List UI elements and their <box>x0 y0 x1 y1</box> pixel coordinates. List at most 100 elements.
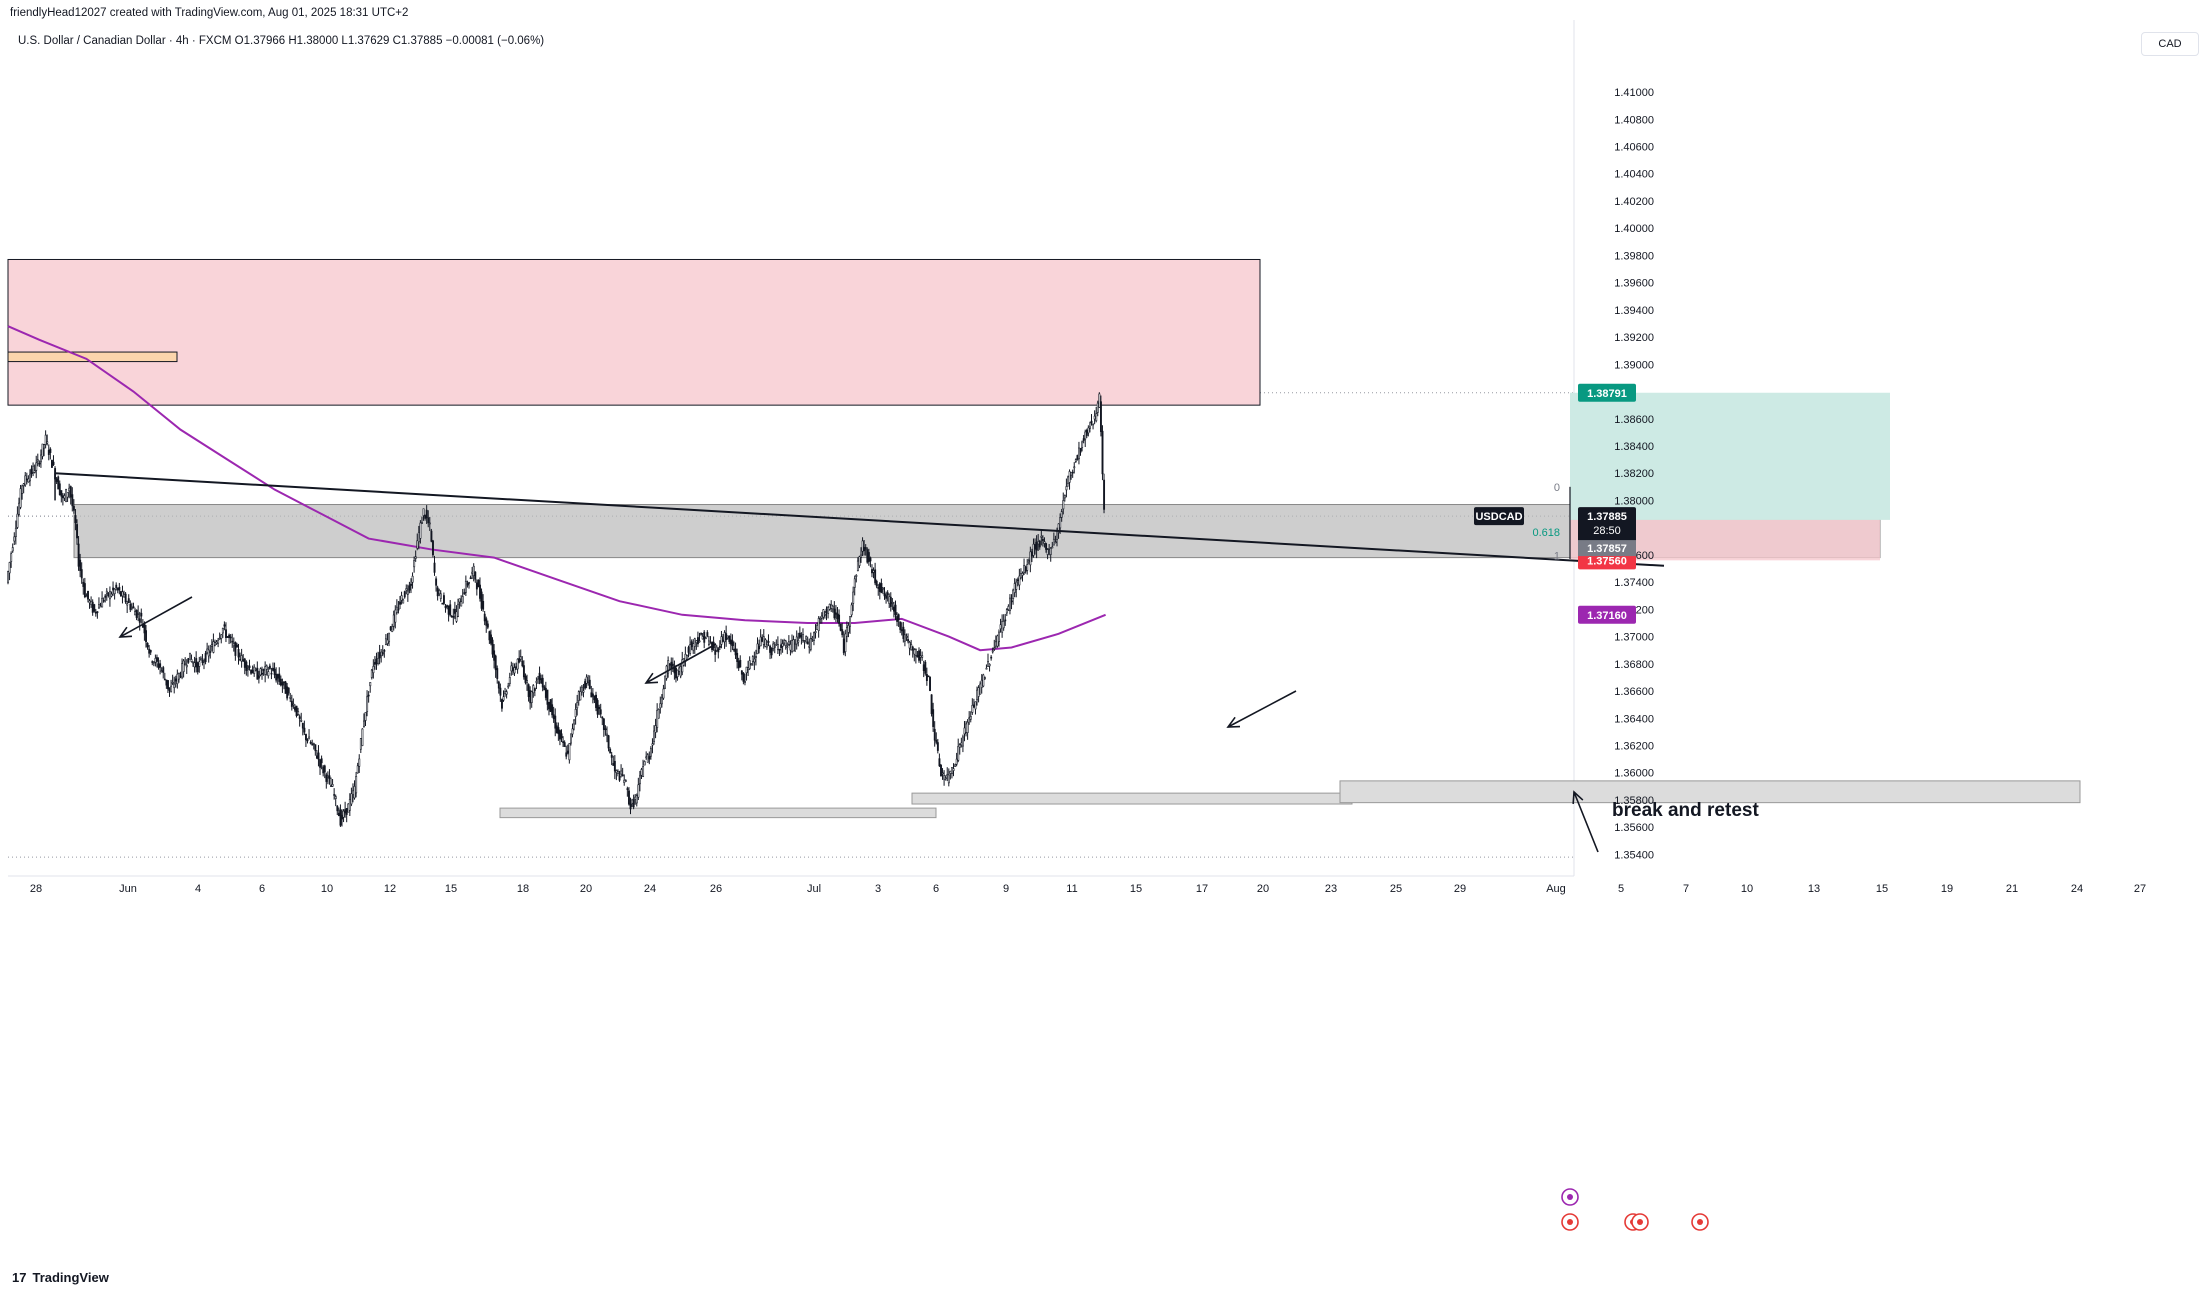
candle-body <box>830 604 833 609</box>
candle-body <box>132 606 135 609</box>
candle-body <box>109 590 111 600</box>
candle-body <box>257 675 260 679</box>
candle-body <box>217 639 220 644</box>
candle-body <box>675 667 677 679</box>
candle-body <box>695 640 698 643</box>
candle-body <box>527 684 530 697</box>
candle-body <box>479 584 481 599</box>
ma-price-label: 1.37160 <box>1587 610 1627 622</box>
tradingview-logo-icon: 17 <box>12 1270 27 1285</box>
candle-body <box>210 644 213 647</box>
candle-body <box>94 611 97 614</box>
candle-body <box>98 604 100 609</box>
currency-button[interactable]: CAD <box>2141 32 2199 56</box>
candle-body <box>899 621 902 630</box>
candle-body <box>1062 500 1065 510</box>
candle-body <box>836 613 839 620</box>
candle-body <box>971 705 974 713</box>
candle-body <box>314 744 317 752</box>
candle-body <box>957 746 960 761</box>
candle-body <box>659 703 662 709</box>
candle-body <box>856 560 859 572</box>
price-tick-label: 1.39000 <box>1614 359 1654 371</box>
candle-body <box>532 685 535 694</box>
candle-body <box>66 492 69 498</box>
candle-body <box>976 689 979 701</box>
candle-body <box>968 717 971 720</box>
candle-body <box>903 634 906 642</box>
candle-body <box>331 784 334 787</box>
candle-body <box>126 603 129 606</box>
candle-body <box>833 608 836 619</box>
candle-body <box>726 635 729 639</box>
candle-body <box>607 735 610 749</box>
candle-body <box>742 672 745 682</box>
candle-body <box>490 634 492 644</box>
candle-body <box>1081 441 1084 448</box>
candle-body <box>747 667 750 670</box>
candle-body <box>1027 560 1030 563</box>
candle-body <box>493 650 496 661</box>
candle-body <box>203 660 205 663</box>
symbol-ohlc-legend[interactable]: U.S. Dollar / Canadian Dollar · 4h · FXC… <box>18 35 545 47</box>
candle-body <box>326 775 329 778</box>
candle-body <box>626 788 629 790</box>
candle-body <box>46 441 49 444</box>
candle-body <box>769 645 772 653</box>
candle-body <box>955 758 958 765</box>
candle-body <box>847 625 850 633</box>
candle-body <box>245 661 248 671</box>
candle-body <box>787 641 790 645</box>
candle-body <box>914 649 917 656</box>
candle-body <box>668 663 671 666</box>
candle-body <box>988 663 991 667</box>
candle-body <box>400 595 403 601</box>
candle-body <box>69 486 72 498</box>
candle-body <box>1020 573 1022 579</box>
candle-body <box>756 643 759 655</box>
candle-body <box>662 688 665 699</box>
candle-body <box>22 483 25 487</box>
price-tick-label: 1.39600 <box>1614 278 1654 290</box>
candle-body <box>145 630 147 643</box>
candle-body <box>1093 415 1096 420</box>
candle-body <box>414 556 417 559</box>
price-tick-label: 1.40400 <box>1614 169 1654 181</box>
candle-body <box>306 739 309 742</box>
candle-body <box>526 680 529 684</box>
candle-body <box>511 667 514 672</box>
candle-body <box>778 648 781 651</box>
ca-flag-icon-dot <box>1697 1219 1703 1225</box>
candle-body <box>994 641 997 647</box>
candle-body <box>546 689 549 705</box>
candle-body <box>588 679 591 689</box>
candle-body <box>214 642 216 646</box>
candle-body <box>637 784 640 798</box>
candle-body <box>852 591 855 604</box>
candle-body <box>900 629 903 632</box>
candle-body <box>507 685 510 688</box>
candle-body <box>212 641 215 653</box>
candle-body <box>105 590 108 594</box>
candle-body <box>419 522 422 539</box>
candle-body <box>634 796 637 800</box>
candle-body <box>279 678 282 686</box>
candle-body <box>267 671 270 677</box>
candle-body <box>761 637 764 642</box>
candle-body <box>1007 606 1010 610</box>
candle-body <box>737 660 740 669</box>
candle-body <box>417 531 420 543</box>
candle-body <box>824 613 826 616</box>
candle-body <box>740 670 743 675</box>
candle-body <box>722 639 725 642</box>
candle-body <box>591 693 594 697</box>
entry-price-label: 1.37857 <box>1587 543 1627 555</box>
candle-body <box>780 644 783 648</box>
time-tick-label: 10 <box>321 883 333 895</box>
fib-label-0: 0 <box>1554 482 1560 494</box>
candle-body <box>8 562 11 574</box>
candle-body <box>170 685 173 693</box>
candle-body <box>499 687 502 696</box>
candle-body <box>570 733 572 744</box>
